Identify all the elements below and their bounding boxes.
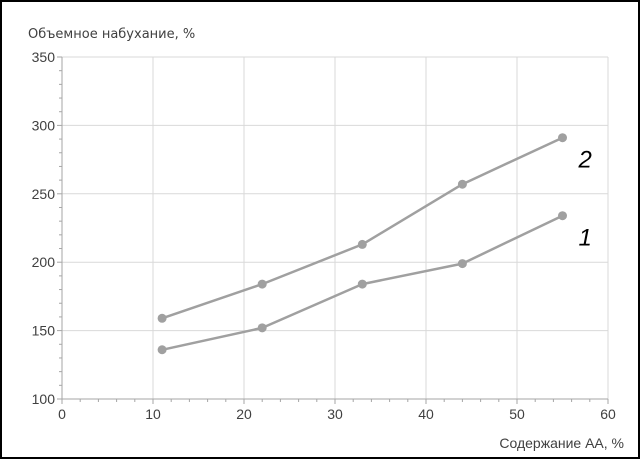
x-tick-label: 60 — [600, 406, 616, 422]
series-1-point — [157, 345, 167, 355]
series-2-point — [257, 279, 267, 289]
y-tick-label: 100 — [32, 391, 56, 407]
y-axis-title: Объемное набухание, % — [28, 27, 195, 42]
axes — [57, 56, 609, 404]
series-1-point — [357, 279, 367, 289]
x-tick-label: 50 — [509, 406, 525, 422]
y-tick-label: 150 — [32, 323, 56, 339]
series-2-point — [457, 179, 467, 189]
series-layer: 21 — [157, 133, 592, 355]
y-tick-label: 200 — [32, 254, 56, 270]
series-2-line — [161, 136, 564, 320]
series-2-point — [357, 239, 367, 249]
y-tick-label: 350 — [32, 49, 56, 65]
series-1-point — [558, 211, 567, 221]
y-tick-label: 250 — [32, 186, 56, 202]
series-2-point — [558, 133, 567, 143]
x-tick-label: 20 — [236, 406, 252, 422]
series-1-point — [457, 259, 467, 269]
x-tick-label: 40 — [418, 406, 434, 422]
x-tick-label: 30 — [327, 406, 343, 422]
series-2-point — [157, 313, 167, 323]
x-tick-label: 10 — [145, 406, 161, 422]
grid-lines — [62, 56, 609, 399]
x-axis-title: Содержание АА, % — [499, 435, 624, 451]
series-1-label: 1 — [579, 225, 592, 252]
series-1-point — [257, 323, 267, 333]
series-2-label: 2 — [578, 147, 592, 174]
x-tick-label: 0 — [58, 406, 66, 422]
tick-labels: 0 10 20 30 40 50 60 100 150 200 250 300 350 — [32, 49, 616, 422]
y-tick-label: 300 — [32, 117, 56, 133]
